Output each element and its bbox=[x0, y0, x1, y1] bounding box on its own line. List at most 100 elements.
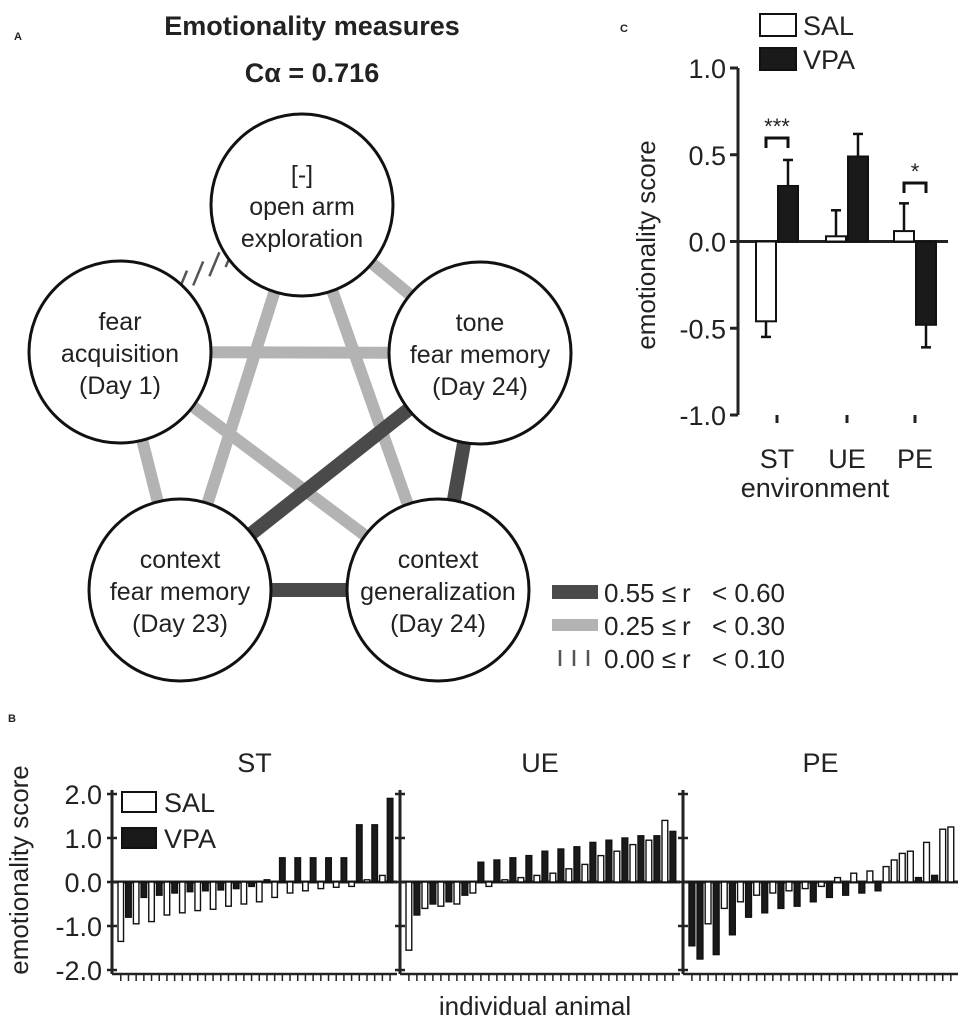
b-bar-vpa bbox=[493, 859, 501, 883]
node-tone: tone fear memory (Day 24) bbox=[387, 260, 573, 446]
b-bar-vpa bbox=[355, 824, 363, 883]
c-y-tick-label: 1.0 bbox=[688, 54, 726, 84]
c-significance-bracket bbox=[764, 136, 790, 148]
node-label-line: (Day 23) bbox=[132, 610, 228, 638]
b-bar-sal bbox=[332, 881, 340, 888]
b-bar-vpa bbox=[744, 881, 753, 918]
b-bar-sal bbox=[209, 881, 217, 910]
b-bar-vpa bbox=[874, 881, 882, 892]
node-ctx-fear: context fear memory (Day 23) bbox=[87, 497, 273, 683]
b-bar-sal bbox=[947, 826, 955, 883]
node-fear-acq: fear acquisition (Day 1) bbox=[27, 259, 213, 445]
network-legend: 0.55 ≤ r < 0.600.25 ≤ r < 0.300.00 ≤ r < 0.10 bbox=[552, 578, 785, 674]
legend-r: r bbox=[682, 578, 691, 608]
c-bar-sal-pe bbox=[893, 230, 915, 243]
b-legend-label: SAL bbox=[164, 788, 215, 818]
b-bar-sal bbox=[720, 881, 728, 910]
b-y-tick-label: -2.0 bbox=[55, 956, 102, 986]
edge-open-arm-fear-acq-dash bbox=[192, 260, 205, 286]
c-legend-swatch-vpa bbox=[759, 47, 797, 71]
b-bar-vpa bbox=[509, 857, 517, 883]
b-bar-sal bbox=[363, 879, 371, 883]
b-bar-vpa bbox=[653, 835, 661, 883]
b-bar-vpa bbox=[605, 839, 613, 883]
panel-a-alpha: Cα = 0.716 bbox=[245, 58, 379, 88]
panel-b-label: B bbox=[8, 713, 16, 725]
b-bar-vpa bbox=[263, 879, 271, 883]
b-bar-sal bbox=[255, 881, 263, 903]
node-label-line: fear memory bbox=[110, 578, 251, 606]
b-bar-sal bbox=[833, 876, 842, 883]
b-bar-sal bbox=[890, 859, 898, 883]
legend-high: < 0.30 bbox=[712, 611, 785, 641]
b-bar-vpa bbox=[248, 881, 256, 888]
c-significance-stars: * bbox=[911, 159, 920, 184]
c-x-label: environment bbox=[741, 473, 890, 503]
b-bar-sal bbox=[769, 881, 777, 894]
legend-low: 0.55 ≤ bbox=[604, 578, 676, 608]
b-bar-sal bbox=[785, 881, 793, 892]
c-legend-label: VPA bbox=[803, 45, 855, 75]
b-bar-vpa bbox=[371, 824, 379, 883]
b-subplot-title: PE bbox=[802, 748, 838, 778]
b-bar-sal bbox=[866, 870, 874, 883]
c-y-tick-label: 0.0 bbox=[688, 228, 726, 258]
b-bar-sal bbox=[485, 881, 493, 888]
node-open-arm: [-] open arm exploration bbox=[209, 112, 395, 298]
b-bar-vpa bbox=[637, 835, 645, 883]
b-bar-sal bbox=[378, 874, 386, 883]
node-label-line: fear memory bbox=[410, 341, 551, 369]
b-bar-sal bbox=[801, 881, 809, 890]
b-bar-vpa bbox=[340, 857, 348, 883]
b-bar-sal bbox=[405, 881, 413, 951]
b-bar-sal bbox=[421, 881, 429, 910]
b-bar-sal bbox=[629, 843, 637, 883]
b-bar-vpa bbox=[413, 881, 421, 916]
c-y-tick-label: -0.5 bbox=[679, 314, 726, 344]
node-circle bbox=[209, 112, 395, 298]
node-label-line: context bbox=[140, 546, 221, 574]
legend-r: r bbox=[682, 611, 691, 641]
b-bar-sal bbox=[898, 852, 906, 883]
node-label-line: exploration bbox=[241, 225, 363, 253]
b-bar-vpa bbox=[186, 881, 194, 893]
b-bar-sal bbox=[704, 881, 712, 925]
panel-b-xlabel: individual animal bbox=[439, 991, 631, 1021]
b-bar-vpa bbox=[669, 830, 677, 883]
c-x-tick-label: ST bbox=[760, 444, 795, 474]
node-circle bbox=[27, 259, 213, 445]
b-bar-vpa bbox=[688, 881, 696, 947]
c-bar-sal-ue bbox=[825, 235, 847, 243]
legend-high: < 0.10 bbox=[712, 644, 785, 674]
b-bar-sal bbox=[148, 881, 156, 923]
b-bar-vpa bbox=[712, 881, 720, 956]
node-circle bbox=[387, 260, 573, 446]
c-bar-vpa-st bbox=[777, 184, 799, 243]
b-bar-sal bbox=[736, 881, 745, 903]
node-label-line: generalization bbox=[360, 578, 516, 606]
c-significance-bracket bbox=[902, 181, 928, 193]
b-bar-sal bbox=[194, 881, 202, 912]
c-significance-stars: *** bbox=[764, 114, 790, 139]
panel-a-label: A bbox=[14, 31, 22, 43]
node-label-line: (Day 1) bbox=[79, 372, 161, 400]
panel-c-chart: -1.0 -0.5 0.0 0.5 1.0 emotionality score ST UE P… bbox=[631, 11, 948, 503]
b-bar-vpa bbox=[761, 881, 769, 914]
b-bar-sal bbox=[581, 863, 589, 883]
node-label-line: [-] bbox=[291, 161, 313, 189]
b-bar-sal bbox=[501, 879, 509, 883]
b-bar-vpa bbox=[217, 881, 225, 891]
b-bar-sal bbox=[453, 881, 461, 905]
b-bar-sal bbox=[850, 872, 858, 883]
b-bar-sal bbox=[117, 881, 125, 943]
b-bar-sal bbox=[286, 881, 294, 894]
b-bar-vpa bbox=[124, 881, 132, 918]
node-ctx-gen: context generalization (Day 24) bbox=[345, 497, 531, 683]
b-bar-sal bbox=[661, 819, 669, 883]
b-bar-sal bbox=[240, 881, 248, 905]
legend-item-strong: 0.55 ≤ r < 0.60 bbox=[552, 578, 785, 608]
c-x-tick-label: PE bbox=[897, 444, 933, 474]
b-bar-vpa bbox=[278, 857, 286, 883]
b-bar-sal bbox=[301, 881, 309, 892]
